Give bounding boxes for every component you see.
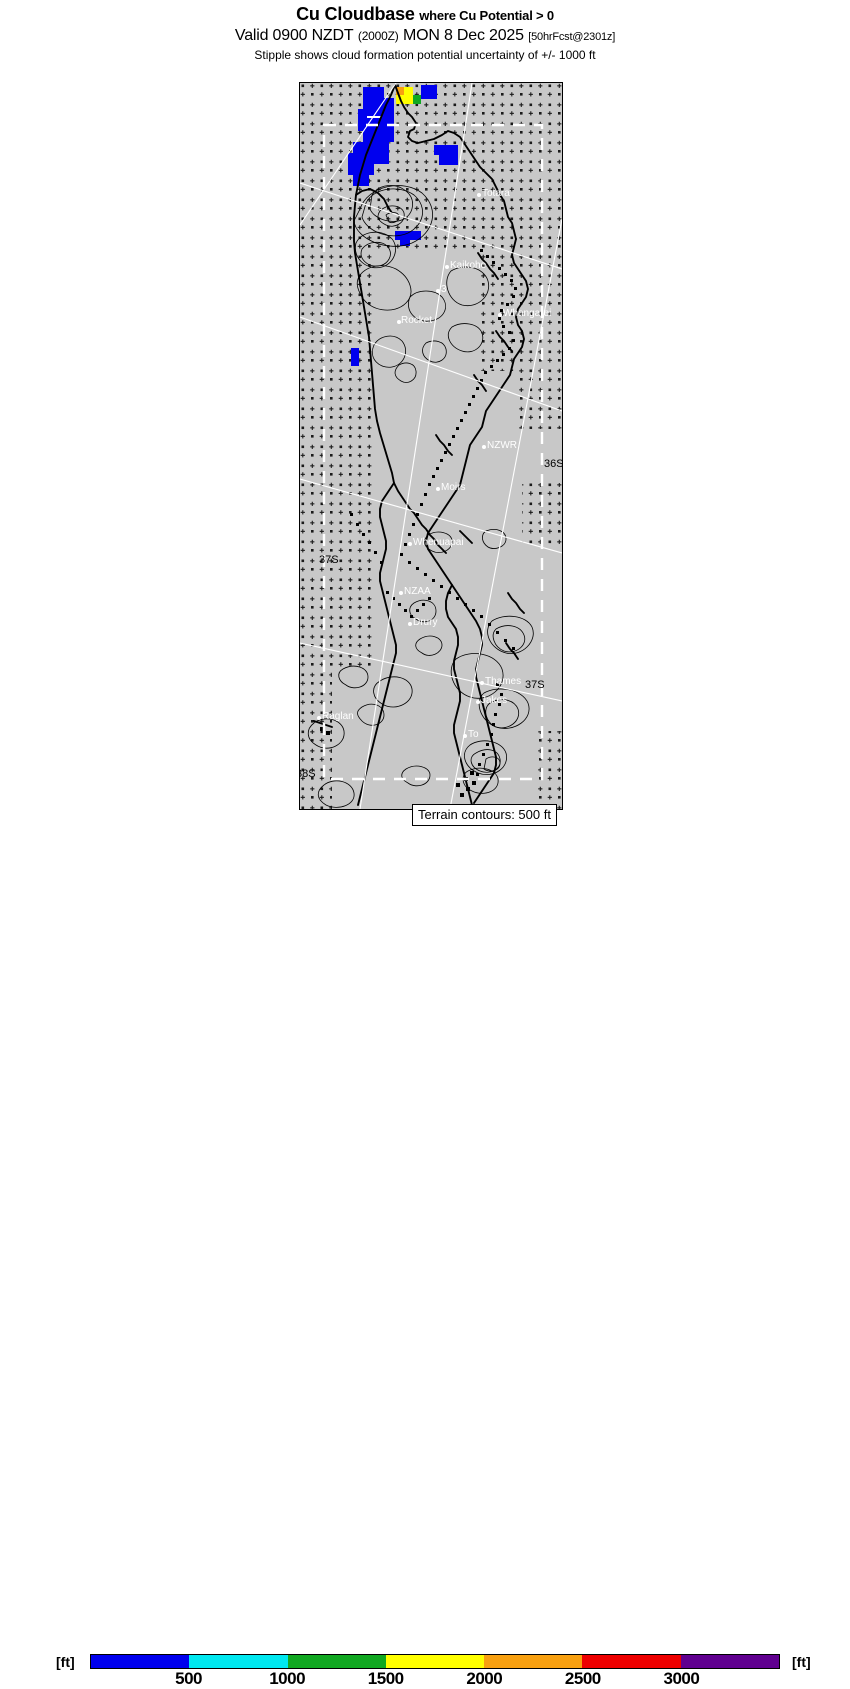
city-dot: [498, 313, 502, 317]
city-dot: [482, 445, 486, 449]
colorbar-panel: [ft] [ft] 500 1000 1500 2000 2500 3000: [0, 826, 850, 1688]
colorbar-unit-left: [ft]: [56, 1654, 75, 1670]
city-dot: [436, 289, 440, 293]
colorbar-tick-2000: 2000: [466, 1669, 503, 1688]
city-dot: [408, 542, 412, 546]
place-label-waypoint-3: 3: [441, 284, 447, 295]
graticule-label-37s-left: 37S: [319, 554, 339, 566]
city-dot: [317, 716, 321, 720]
place-label-thames: Thames: [485, 676, 522, 687]
valid-time: Valid 0900 NZDT: [234, 27, 354, 44]
place-label-whangarei: Whangarei: [503, 308, 552, 319]
colorbar-tick-1000: 1000: [269, 1669, 306, 1688]
graticule-label-36s-right: 36S: [544, 458, 563, 470]
colorbar-segment-2: [287, 1655, 386, 1668]
title-line-2: Valid 0900 NZDT (2000Z) MON 8 Dec 2025 […: [0, 26, 850, 47]
place-label-raglan: Raglan: [322, 711, 354, 722]
place-label-rocket: Rocket: [401, 315, 433, 326]
colorbar-segment-1: [189, 1655, 288, 1668]
city-dot: [408, 622, 412, 626]
valid-time-zulu: (2000Z): [357, 29, 399, 43]
place-label-nzaa: NZAA: [404, 586, 431, 597]
title-condition: where Cu Potential > 0: [419, 8, 554, 23]
uncertainty-stipple-layer: [300, 83, 562, 809]
city-dot: [399, 591, 403, 595]
colorbar-tick-2500: 2500: [564, 1669, 601, 1688]
colorbar-gradient: [90, 1654, 780, 1669]
city-dot: [445, 265, 449, 269]
terrain-contours: [307, 185, 534, 808]
colorbar-tick-3000: 3000: [663, 1669, 700, 1688]
place-label-drury: Drury: [413, 617, 438, 628]
colorbar-unit-right: [ft]: [792, 1654, 811, 1670]
place-label-jakes: Jakes: [481, 695, 508, 706]
colorbar-tick-500: 500: [175, 1669, 202, 1688]
place-label-kaikohe: Kaikohe: [450, 260, 487, 271]
lat-lon-lines: [300, 83, 562, 809]
colorbar-tick-1500: 1500: [367, 1669, 404, 1688]
colorbar-segment-0: [91, 1655, 190, 1668]
title-line-1: Cu Cloudbase where Cu Potential > 0: [0, 4, 850, 26]
colorbar-segment-4: [484, 1655, 583, 1668]
place-label-whenuapai: Whenuapai: [413, 537, 464, 548]
city-dot: [476, 700, 480, 704]
colorbar-segment-6: [680, 1655, 779, 1668]
graticule-label-38s-left: 38S: [300, 768, 316, 780]
page-title: Cu Cloudbase: [296, 4, 415, 24]
city-dot: [463, 734, 467, 738]
map-panel[interactable]: Totara Kaikohe Rocket Whangarei 3 NZWR M…: [299, 82, 563, 810]
cloudbase-cells: [348, 85, 458, 366]
forecast-stamp: [50hrFcst@2301z]: [528, 31, 616, 43]
place-label-totara: Totara: [482, 188, 510, 199]
place-label-nzwr: NZWR: [487, 440, 517, 451]
city-dot: [397, 320, 401, 324]
graticule-label-37s-right: 37S: [525, 679, 545, 691]
colorbar-segment-3: [385, 1655, 485, 1668]
place-label-to: To: [468, 729, 479, 740]
title-subtitle: Stipple shows cloud formation potential …: [254, 48, 596, 62]
domain-boundary: [322, 123, 544, 781]
coastline-texture: [320, 249, 517, 797]
colorbar-tick-labels: 500 1000 1500 2000 2500 3000: [90, 1669, 780, 1689]
place-label-moirs: Moirs: [441, 482, 466, 493]
graticule-layer: [300, 83, 562, 809]
colorbar-segment-5: [582, 1655, 681, 1668]
city-dot: [480, 681, 484, 685]
valid-date: MON 8 Dec 2025: [402, 27, 524, 44]
terrain-contours-note: Terrain contours: 500 ft: [412, 804, 557, 826]
city-dot: [436, 487, 440, 491]
map-geometry-layer: [307, 84, 534, 808]
city-dot: [477, 193, 481, 197]
title-block: Cu Cloudbase where Cu Potential > 0 Vali…: [0, 0, 850, 63]
map-canvas[interactable]: Totara Kaikohe Rocket Whangarei 3 NZWR M…: [300, 83, 562, 809]
graticule-label-173e: 173E: [378, 83, 404, 85]
